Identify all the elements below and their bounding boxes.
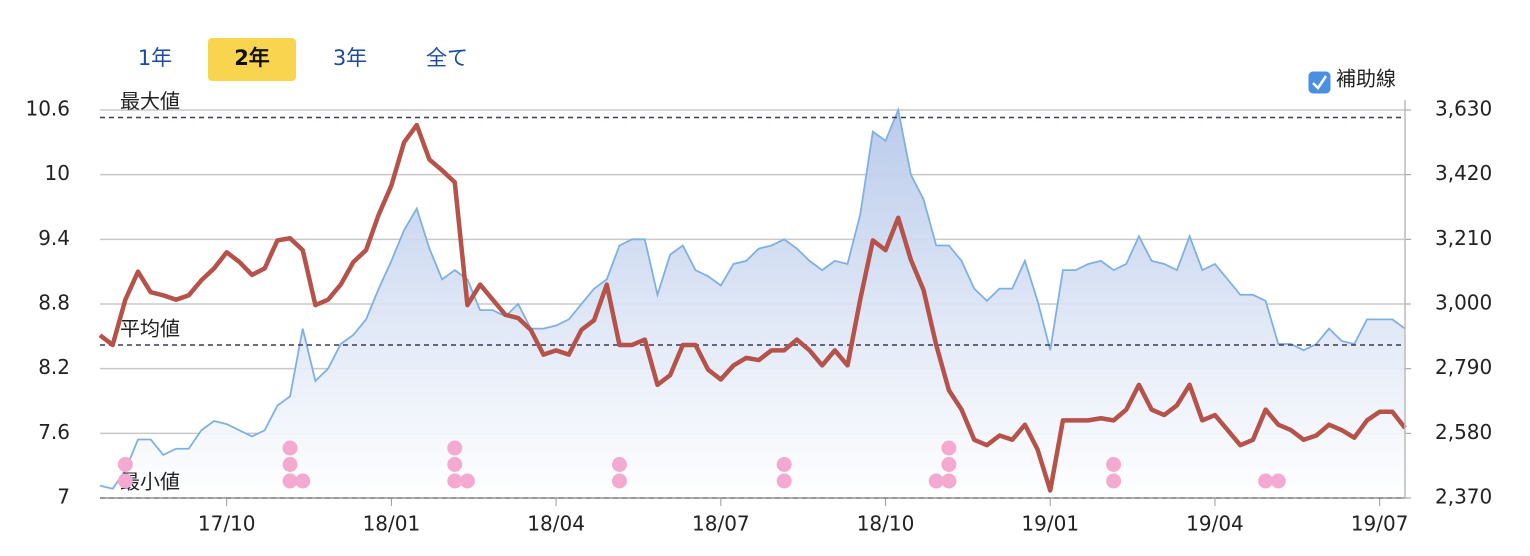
- y-tick-label: 8.8: [38, 291, 70, 315]
- event-dot: [282, 457, 298, 472]
- event-marker: [941, 440, 957, 489]
- event-dot: [611, 457, 627, 472]
- event-marker: [1258, 473, 1274, 489]
- event-dot: [1270, 473, 1286, 489]
- range-button-bg: [208, 38, 296, 81]
- x-tick-label: 18/04: [527, 512, 585, 536]
- y-tick-label: 10.6: [25, 97, 70, 121]
- y2-tick-label: 3,000: [1435, 291, 1492, 315]
- event-marker: [447, 440, 463, 489]
- event-dot: [117, 473, 133, 489]
- event-dot: [447, 457, 463, 472]
- range-button[interactable]: 3年: [333, 46, 367, 70]
- x-tick-label: 19/04: [1186, 512, 1244, 536]
- x-tick-label: 18/01: [363, 512, 421, 536]
- event-dot: [776, 473, 792, 489]
- y2-tick-label: 3,210: [1435, 226, 1492, 250]
- event-marker: [459, 473, 475, 489]
- y-tick-label: 7.6: [38, 420, 70, 444]
- reference-label: 最大値: [120, 89, 180, 113]
- event-marker: [776, 457, 792, 489]
- area: [100, 110, 1405, 498]
- checkmark: [1312, 75, 1328, 90]
- y2-tick-label: 3,630: [1435, 97, 1492, 121]
- event-dot: [1106, 473, 1122, 489]
- range-button[interactable]: 全て: [426, 46, 468, 70]
- event-dot: [1106, 457, 1122, 472]
- event-dot: [117, 457, 133, 472]
- event-marker: [117, 457, 133, 489]
- event-dot: [282, 440, 298, 456]
- x-tick-label: 19/07: [1351, 512, 1409, 536]
- range-button[interactable]: 2年: [234, 46, 270, 70]
- event-marker: [928, 473, 944, 489]
- y2-tick-label: 2,790: [1435, 355, 1492, 379]
- event-marker: [611, 457, 627, 489]
- event-marker: [295, 473, 311, 489]
- range-button[interactable]: 1年: [138, 46, 172, 70]
- event-dot: [941, 457, 957, 472]
- x-tick-label: 18/07: [692, 512, 750, 536]
- y-tick-label: 10: [45, 161, 70, 185]
- checkbox[interactable]: [1308, 71, 1331, 94]
- y2-tick-label: 2,580: [1435, 420, 1492, 444]
- checkbox-label[interactable]: 補助線: [1336, 67, 1396, 91]
- event-dot: [941, 473, 957, 489]
- event-dot: [295, 473, 311, 489]
- event-dot: [611, 473, 627, 489]
- event-marker: [1270, 473, 1286, 489]
- event-dot: [1258, 473, 1274, 489]
- event-dot: [447, 473, 463, 489]
- area-line: [99, 106, 1406, 490]
- line: [98, 122, 1407, 493]
- event-dot: [447, 440, 463, 456]
- x-tick-label: 18/10: [857, 512, 915, 536]
- event-marker: [1106, 457, 1122, 489]
- y-tick-label: 7: [57, 485, 70, 509]
- event-dot: [928, 473, 944, 489]
- event-dot: [459, 473, 475, 489]
- event-dot: [282, 473, 298, 489]
- y-tick-label: 9.4: [38, 226, 70, 250]
- y2-tick-label: 3,420: [1435, 161, 1492, 185]
- reference-label: 平均値: [120, 316, 180, 340]
- event-dot: [941, 440, 957, 456]
- y2-tick-label: 2,370: [1435, 485, 1492, 509]
- event-dot: [776, 457, 792, 472]
- event-marker: [282, 440, 298, 489]
- x-tick-label: 17/10: [198, 512, 256, 536]
- x-tick-label: 19/01: [1021, 512, 1079, 536]
- y-tick-label: 8.2: [38, 355, 70, 379]
